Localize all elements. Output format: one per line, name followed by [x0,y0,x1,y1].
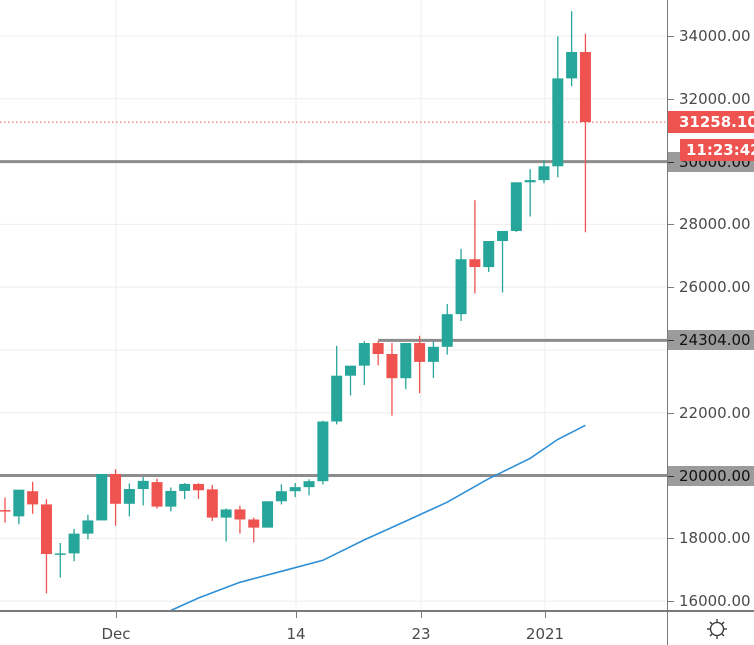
last-price-label: 31258.10 [668,111,754,134]
candle-body [510,182,522,231]
candle-body [414,343,426,362]
candle-body [96,473,108,521]
candle-body [0,510,11,512]
price-label: 32000.00 [679,89,751,108]
price-tick [668,98,674,100]
candlestick-chart [0,0,667,610]
candle-body [289,487,301,492]
time-tick [116,612,117,618]
moving-average-line [170,424,586,610]
candle-body [483,241,495,268]
candle-body [566,52,578,79]
candle-countdown-label: 11:23:42 [680,139,754,162]
price-tick [668,36,674,37]
price-label: 16000.00 [679,592,751,611]
candle-body [358,343,370,366]
price-label: 26000.00 [679,278,751,297]
candle-body [469,259,481,268]
candle-body [82,520,94,534]
candle-body [248,519,260,528]
candle-body [206,489,218,518]
level-price-label: 20000.00 [668,465,754,486]
price-label: 18000.00 [679,529,751,548]
time-tick [421,612,422,618]
candle-body [110,473,122,504]
price-tick [668,340,674,342]
time-label: 23 [411,625,431,643]
candle-body [497,230,509,242]
candle-body [345,365,356,376]
candle-body [13,489,25,517]
price-tick [668,161,674,163]
candle-body [538,166,550,181]
price-label: 28000.00 [679,215,751,234]
chart-plot-area[interactable] [0,0,667,610]
time-label: 14 [286,625,306,643]
candle-body [151,482,163,507]
candle-body [40,504,52,555]
candle-body [68,533,80,554]
candle-body [220,509,232,518]
candle-body [524,180,536,183]
price-label: 22000.00 [679,403,751,422]
time-label: 2021 [525,625,565,643]
candle-body [372,343,384,355]
candle-body [441,314,453,347]
candle-body [165,490,177,507]
candle-body [262,501,274,528]
price-tick [668,412,674,414]
candle-body [331,375,343,422]
candle-body [400,343,412,379]
gear-icon[interactable] [668,612,754,645]
candle-body [317,421,329,482]
price-tick [668,601,674,603]
time-tick [296,612,297,618]
price-tick [668,475,674,477]
candle-body [427,346,439,362]
settings-corner[interactable] [667,610,754,645]
price-axis[interactable]: 34000.00 32000.00 28000.00 26000.00 22000.00… [667,0,754,610]
price-tick [668,224,674,226]
candle-body [123,489,135,504]
candle-body [137,480,149,490]
candle-body [552,78,564,167]
level-price-label: 24304.00 [668,330,754,351]
candle-body [192,484,204,491]
price-tick [668,287,674,289]
time-label: Dec [101,625,131,643]
candle-body [386,354,398,379]
price-label: 34000.00 [679,27,751,45]
candle-body [234,509,246,520]
candle-body [579,52,591,123]
candle-body [303,481,315,488]
time-tick [545,612,546,618]
candle-body [54,553,66,555]
time-axis[interactable]: Dec 14 23 2021 [0,610,667,645]
candle-body [275,491,287,502]
price-tick [668,538,674,540]
candle-body [27,491,39,505]
candle-body [179,484,191,491]
candle-body [455,259,467,315]
